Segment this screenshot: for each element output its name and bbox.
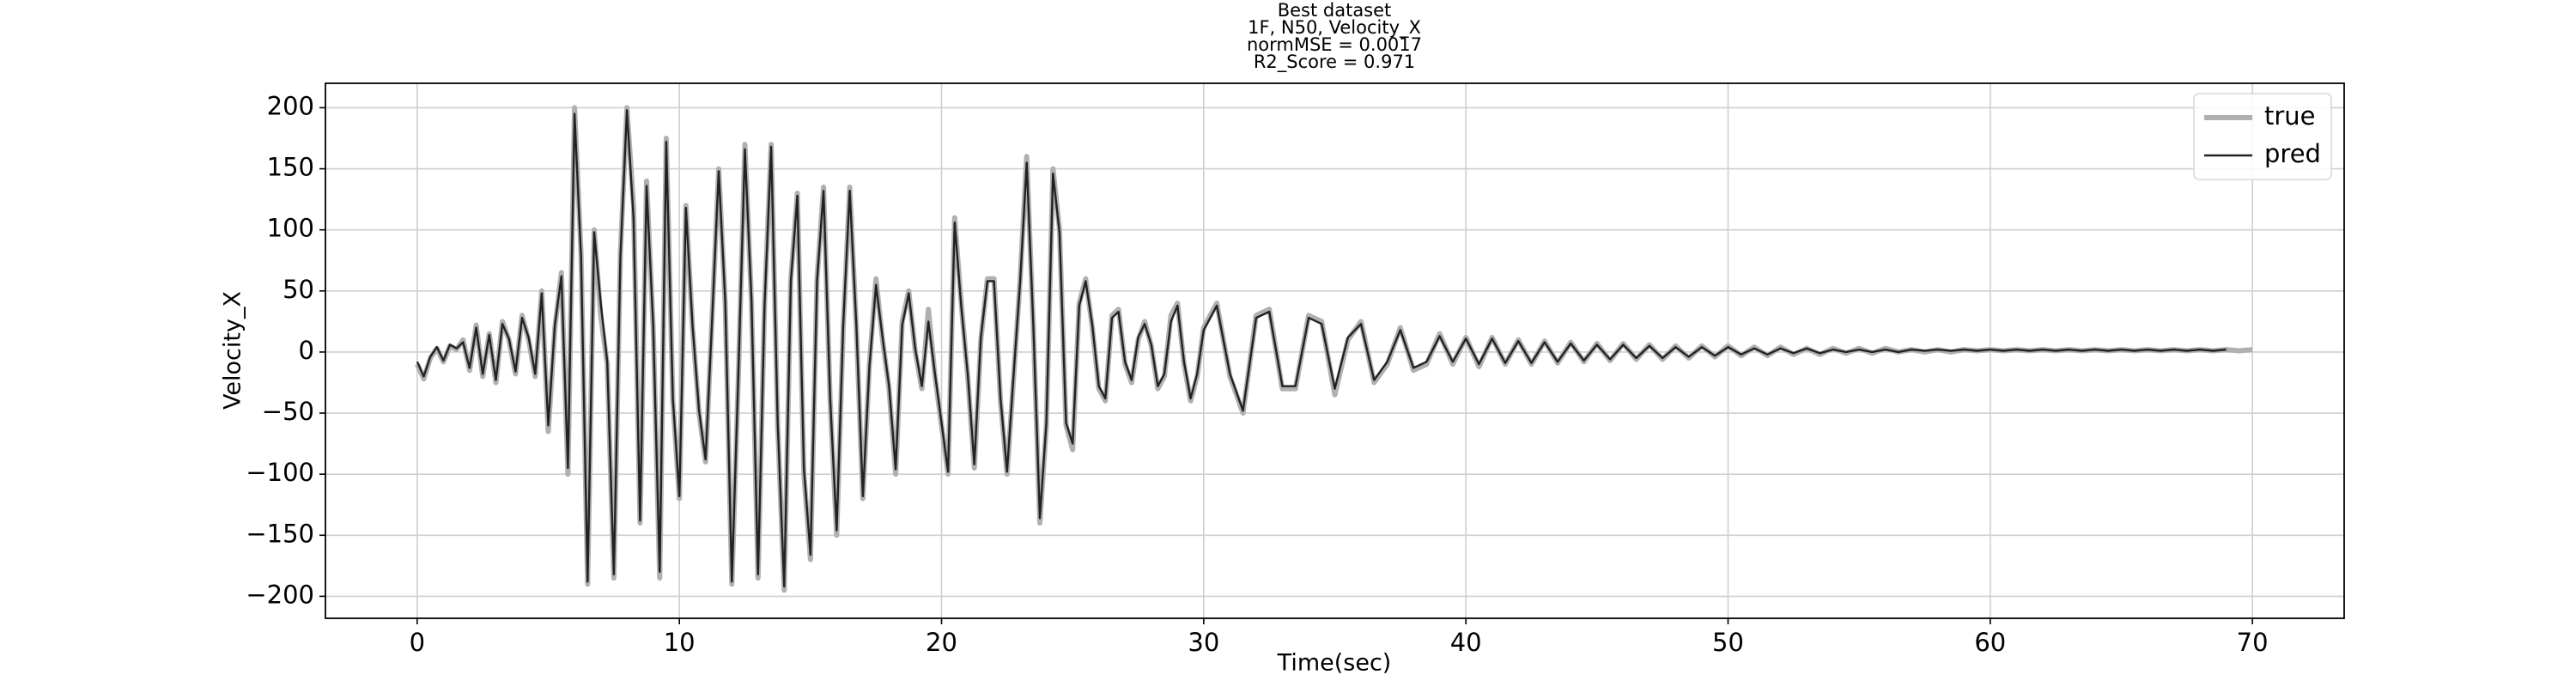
y-tick-label: −100 [246,458,314,487]
x-tick-label: 30 [1188,628,1219,657]
series-line [416,109,2227,588]
x-tick-label: 70 [2237,628,2269,657]
y-axis-label: Velocity_X [220,291,246,410]
x-tick-label: 10 [664,628,696,657]
legend: true pred [2193,93,2332,180]
y-tick-label: −50 [262,397,314,426]
chart-title: Best dataset [1278,0,1392,21]
x-tick-label: 60 [1974,628,2006,657]
legend-label: pred [2264,139,2321,168]
y-tick-label: 0 [299,336,314,365]
chart-title: normMSE = 0.0017 [1247,34,1422,55]
y-tick-label: −200 [246,580,314,609]
chart-title: 1F, N50, Velocity_X [1248,17,1421,39]
x-tick-label: 0 [410,628,425,657]
x-tick-label: 50 [1712,628,1744,657]
y-tick-label: −150 [246,519,314,548]
x-tick-label: 20 [926,628,957,657]
legend-label: true [2264,101,2316,131]
y-tick-label: 200 [267,91,314,120]
y-tick-label: 100 [267,214,314,243]
y-tick-label: 150 [267,153,314,182]
chart-title: R2_Score = 0.971 [1254,52,1415,73]
x-axis-label: Time(sec) [1277,650,1392,677]
y-tick-label: 50 [283,275,314,304]
plot-frame [325,82,2345,619]
x-tick-label: 40 [1450,628,1482,657]
